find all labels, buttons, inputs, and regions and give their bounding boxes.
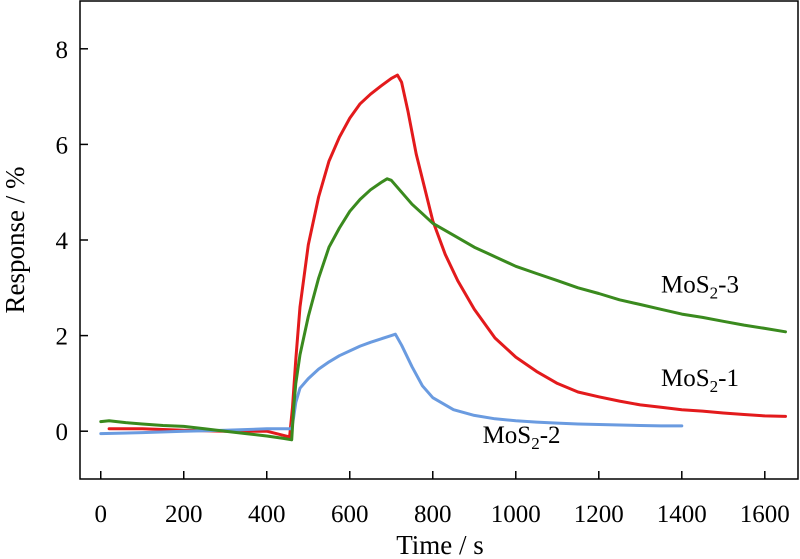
y-tick-label: 2 [56, 324, 69, 351]
x-axis-ticks: 0 200 400 600 800 1000 1200 1400 1600 [95, 471, 790, 528]
x-tick-label: 1600 [740, 501, 790, 528]
series-line-mos2-1 [107, 73, 787, 439]
x-tick-label: 0 [95, 501, 108, 528]
x-tick-label: 400 [248, 501, 286, 528]
x-tick-label: 800 [414, 501, 452, 528]
y-tick-label: 8 [56, 37, 69, 64]
x-tick-label: 1200 [574, 501, 624, 528]
y-tick-label: 4 [56, 228, 69, 255]
x-tick-label: 600 [331, 501, 369, 528]
y-axis-ticks: 0 2 4 6 8 [56, 37, 88, 446]
x-axis-title: Time / s [396, 530, 484, 559]
x-tick-label: 200 [165, 501, 203, 528]
series-line-mos2-2 [99, 332, 684, 436]
y-axis-title: Response / % [0, 167, 30, 314]
series-label-mos2-2: MoS2-2 [483, 422, 561, 453]
y-tick-label: 0 [56, 419, 69, 446]
series-label-mos2-3: MoS2-3 [661, 272, 739, 303]
series-label-mos2-1: MoS2-1 [661, 365, 739, 396]
x-tick-label: 1000 [491, 501, 541, 528]
series-labels: MoS2-3 MoS2-1 MoS2-2 [483, 272, 739, 454]
x-tick-label: 1400 [657, 501, 707, 528]
series-line-mos2-3 [99, 177, 787, 442]
y-tick-label: 6 [56, 132, 69, 159]
series-lines [99, 73, 787, 442]
